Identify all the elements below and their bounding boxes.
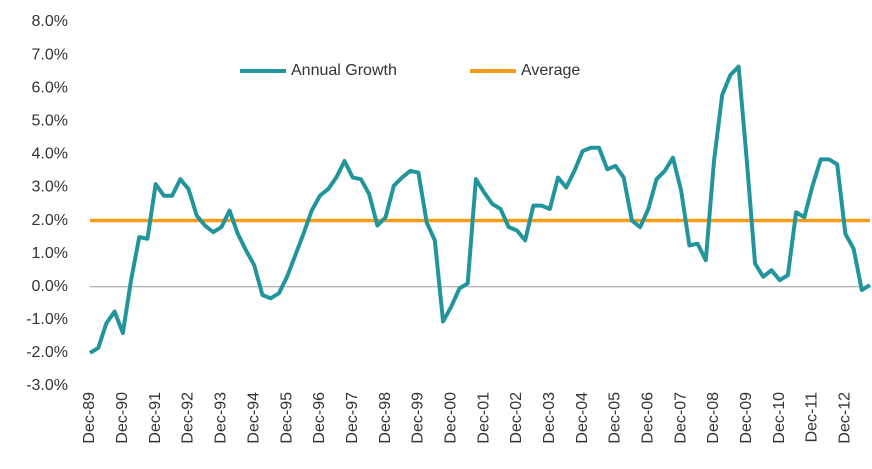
x-tick-label: Dec-91 (147, 392, 164, 444)
x-tick-label: Dec-98 (377, 392, 394, 444)
y-tick-label: 1.0% (32, 245, 68, 262)
x-tick-label: Dec-93 (213, 392, 230, 444)
x-tick-label: Dec-94 (245, 392, 262, 444)
x-tick-label: Dec-10 (771, 392, 788, 444)
x-tick-label: Dec-09 (738, 392, 755, 444)
x-tick-label: Dec-99 (410, 392, 427, 444)
x-tick-label: Dec-89 (81, 392, 98, 444)
legend-label: Annual Growth (291, 62, 397, 79)
x-tick-label: Dec-01 (475, 392, 492, 444)
y-tick-label: 4.0% (32, 146, 68, 163)
x-tick-label: Dec-95 (278, 392, 295, 444)
y-tick-label: 5.0% (32, 112, 68, 129)
x-tick-label: Dec-96 (311, 392, 328, 444)
x-tick-label: Dec-11 (804, 392, 821, 442)
y-tick-label: 2.0% (32, 212, 68, 229)
x-tick-label: Dec-97 (344, 392, 361, 444)
x-tick-label: Dec-03 (541, 392, 558, 444)
y-tick-label: 6.0% (32, 79, 68, 96)
x-tick-label: Dec-07 (672, 392, 689, 444)
y-tick-label: -2.0% (26, 344, 68, 361)
x-tick-label: Dec-92 (180, 392, 197, 444)
x-tick-label: Dec-12 (837, 392, 854, 444)
series-line (88, 64, 872, 355)
y-tick-label: 0.0% (32, 278, 68, 295)
y-tick-label: 8.0% (32, 13, 68, 30)
y-tick-label: 3.0% (32, 179, 68, 196)
x-tick-label: Dec-04 (574, 392, 591, 444)
x-tick-label: Dec-06 (640, 392, 657, 444)
legend-label: Average (521, 62, 580, 79)
x-tick-label: Dec-90 (114, 392, 131, 444)
y-tick-label: 7.0% (32, 46, 68, 63)
x-tick-label: Dec-02 (508, 392, 525, 444)
x-tick-label: Dec-08 (705, 392, 722, 444)
x-tick-label: Dec-05 (607, 392, 624, 444)
y-tick-label: -3.0% (26, 377, 68, 394)
x-tick-label: Dec-00 (442, 392, 459, 444)
y-tick-label: -1.0% (26, 311, 68, 328)
